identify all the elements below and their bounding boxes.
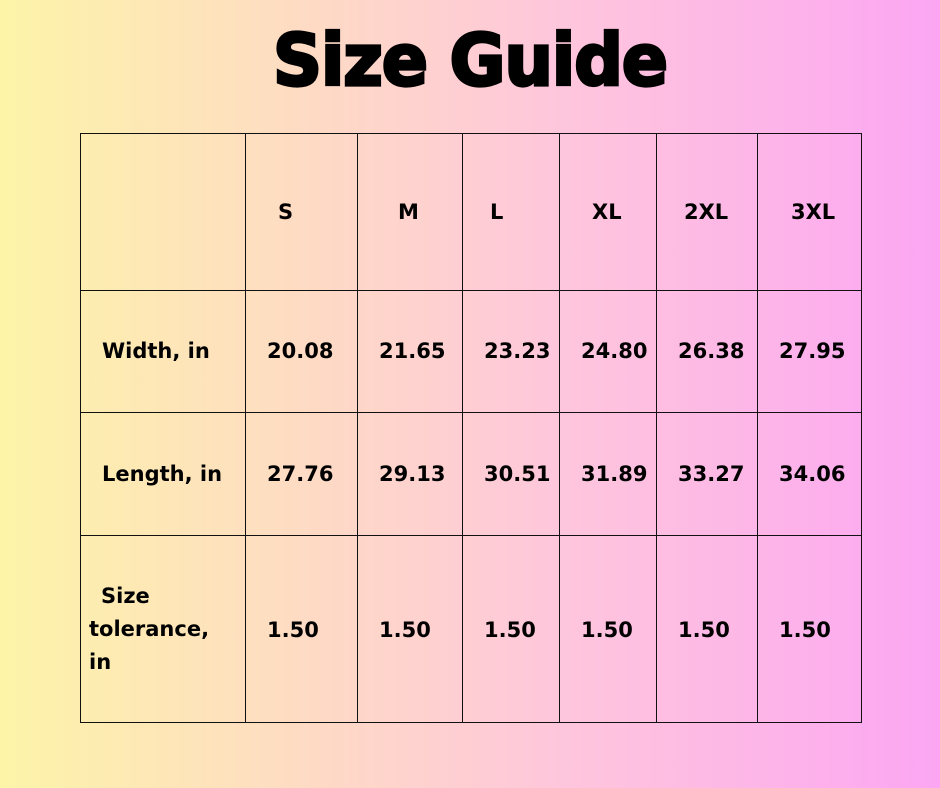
column-divider xyxy=(245,134,246,722)
column-divider xyxy=(559,134,560,722)
table-cell: 1.50 xyxy=(379,618,431,642)
header-cell: L xyxy=(490,200,504,224)
row-label: Length, in xyxy=(102,462,223,486)
table-cell: 27.95 xyxy=(779,339,846,363)
page-title: Size Guide xyxy=(272,18,670,104)
column-divider xyxy=(757,134,758,722)
table-cell: 1.50 xyxy=(484,618,536,642)
table-cell: 29.13 xyxy=(379,462,446,486)
header-cell: XL xyxy=(592,200,622,224)
column-divider xyxy=(656,134,657,722)
table-cell: 21.65 xyxy=(379,339,446,363)
table-cell: 1.50 xyxy=(581,618,633,642)
column-divider xyxy=(462,134,463,722)
row-label: Size tolerance, in xyxy=(89,580,209,679)
table-cell: 1.50 xyxy=(678,618,730,642)
header-cell: M xyxy=(398,200,419,224)
table-cell: 23.23 xyxy=(484,339,551,363)
row-label-line: in xyxy=(89,650,112,674)
row-label-line: Size xyxy=(101,584,150,608)
column-divider xyxy=(357,134,358,722)
table-cell: 30.51 xyxy=(484,462,551,486)
row-divider xyxy=(81,412,861,413)
table-cell: 1.50 xyxy=(779,618,831,642)
table-cell: 1.50 xyxy=(267,618,319,642)
table-cell: 24.80 xyxy=(581,339,648,363)
header-cell: 2XL xyxy=(684,200,729,224)
header-cell: S xyxy=(278,200,294,224)
row-divider xyxy=(81,290,861,291)
table-cell: 26.38 xyxy=(678,339,745,363)
table-cell: 34.06 xyxy=(779,462,846,486)
table-cell: 27.76 xyxy=(267,462,334,486)
row-label-line: tolerance, xyxy=(89,617,210,641)
table-cell: 20.08 xyxy=(267,339,334,363)
table-cell: 31.89 xyxy=(581,462,648,486)
header-cell: 3XL xyxy=(791,200,836,224)
size-table xyxy=(80,133,862,723)
row-divider xyxy=(81,535,861,536)
table-cell: 33.27 xyxy=(678,462,745,486)
row-label: Width, in xyxy=(102,339,210,363)
